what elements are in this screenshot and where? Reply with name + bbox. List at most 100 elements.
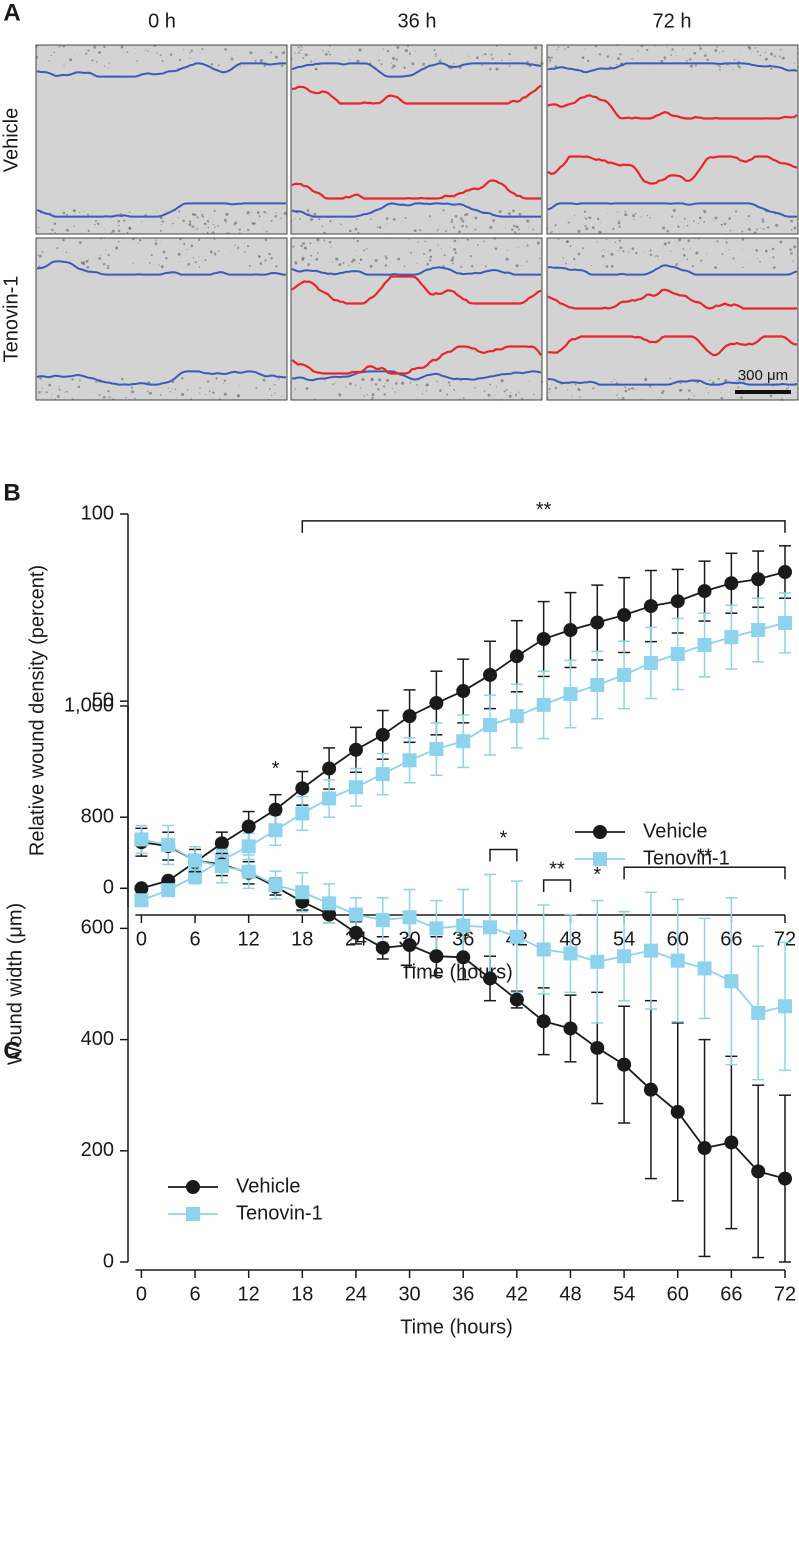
speckle bbox=[557, 46, 560, 48]
speckle bbox=[164, 211, 166, 213]
speckle bbox=[772, 256, 775, 259]
speckle bbox=[36, 52, 38, 54]
speckle bbox=[254, 59, 257, 62]
data-point bbox=[670, 594, 685, 609]
speckle bbox=[518, 391, 520, 393]
speckle bbox=[235, 67, 237, 69]
data-point bbox=[778, 1171, 792, 1186]
wound-edge bbox=[547, 202, 797, 218]
data-point bbox=[590, 678, 605, 693]
speckle bbox=[481, 64, 484, 66]
speckle bbox=[222, 382, 224, 384]
speckle bbox=[658, 398, 660, 400]
speckle bbox=[700, 259, 703, 262]
speckle bbox=[526, 244, 529, 247]
speckle bbox=[102, 395, 106, 399]
speckle bbox=[42, 387, 44, 389]
speckle bbox=[371, 393, 375, 397]
speckle bbox=[238, 384, 240, 386]
speckle bbox=[437, 228, 439, 231]
speckle bbox=[53, 51, 56, 54]
speckle bbox=[458, 241, 460, 243]
speckle bbox=[263, 210, 266, 214]
speckle bbox=[314, 398, 316, 400]
speckle bbox=[74, 54, 75, 56]
speckle bbox=[425, 390, 427, 392]
data-point bbox=[536, 1014, 551, 1029]
x-tick-label: 0 bbox=[136, 928, 147, 950]
speckle bbox=[463, 213, 466, 217]
speckle bbox=[323, 239, 326, 242]
speckle bbox=[161, 220, 164, 223]
speckle bbox=[428, 249, 432, 252]
speckle bbox=[737, 378, 740, 381]
speckle bbox=[98, 257, 102, 260]
speckle bbox=[62, 211, 66, 215]
speckle bbox=[56, 47, 58, 49]
panel-label: C bbox=[3, 1037, 20, 1064]
data-point bbox=[456, 950, 471, 965]
speckle bbox=[211, 231, 215, 235]
speckle bbox=[199, 387, 201, 389]
speckle bbox=[290, 58, 293, 60]
legend-marker bbox=[593, 852, 607, 866]
speckle bbox=[96, 60, 98, 63]
speckle bbox=[396, 388, 398, 390]
speckle bbox=[461, 266, 463, 268]
speckle bbox=[230, 57, 234, 61]
speckle bbox=[554, 224, 557, 227]
speckle bbox=[117, 219, 120, 223]
speckle bbox=[370, 378, 374, 382]
speckle bbox=[719, 68, 721, 71]
speckle bbox=[84, 50, 86, 52]
speckle bbox=[377, 59, 380, 62]
speckle bbox=[396, 45, 400, 49]
speckle bbox=[130, 386, 133, 389]
speckle bbox=[584, 48, 586, 50]
data-point bbox=[456, 918, 471, 933]
speckle bbox=[189, 57, 191, 59]
speckle bbox=[498, 210, 502, 214]
speckle bbox=[509, 59, 511, 61]
speckle bbox=[334, 382, 336, 384]
x-tick-label: 72 bbox=[774, 928, 796, 950]
speckle bbox=[704, 52, 706, 54]
speckle bbox=[304, 53, 308, 57]
speckle bbox=[385, 257, 388, 260]
speckle bbox=[52, 47, 54, 49]
speckle bbox=[662, 226, 666, 230]
speckle bbox=[717, 64, 720, 67]
x-tick-label: 18 bbox=[291, 1283, 313, 1305]
data-point bbox=[375, 727, 390, 742]
data-point bbox=[751, 1005, 766, 1020]
speckle bbox=[540, 398, 543, 401]
speckle bbox=[285, 226, 287, 228]
significance-bracket bbox=[489, 848, 518, 862]
speckle bbox=[411, 62, 415, 66]
speckle bbox=[342, 261, 345, 264]
speckle bbox=[103, 45, 106, 49]
speckle bbox=[460, 380, 462, 382]
speckle bbox=[518, 232, 520, 235]
speckle bbox=[199, 392, 201, 394]
x-tick-label: 60 bbox=[667, 1283, 689, 1305]
speckle bbox=[128, 211, 131, 213]
speckle bbox=[616, 57, 620, 61]
speckle bbox=[565, 390, 566, 392]
speckle bbox=[147, 50, 149, 52]
data-point bbox=[134, 881, 149, 896]
data-point bbox=[724, 630, 739, 645]
speckle bbox=[516, 247, 518, 249]
speckle bbox=[81, 231, 82, 233]
speckle bbox=[213, 209, 216, 212]
speckle bbox=[677, 225, 680, 228]
speckle bbox=[292, 228, 293, 230]
speckle bbox=[577, 252, 581, 256]
speckle bbox=[512, 219, 514, 221]
speckle bbox=[669, 377, 672, 380]
speckle bbox=[584, 217, 588, 220]
speckle bbox=[697, 238, 700, 240]
speckle bbox=[461, 224, 464, 228]
data-point bbox=[643, 1082, 658, 1097]
speckle bbox=[624, 386, 627, 389]
